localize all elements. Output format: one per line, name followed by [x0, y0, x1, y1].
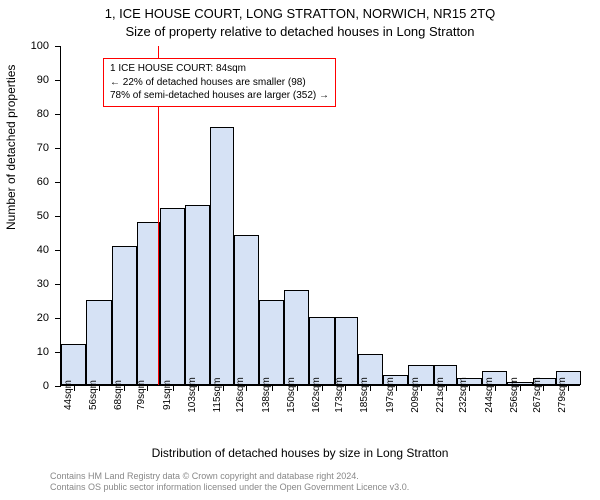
xtick-label: 244sqm — [484, 377, 495, 413]
ytick-mark — [55, 284, 61, 285]
xtick-label: 267sqm — [532, 377, 543, 413]
histogram-bar — [234, 235, 259, 385]
plot-area: 010203040506070809010044sqm56sqm68sqm79s… — [60, 46, 580, 386]
xtick-mark — [469, 385, 470, 391]
annotation-line: ← 22% of detached houses are smaller (98… — [110, 76, 329, 90]
ytick-mark — [55, 318, 61, 319]
chart-title: 1, ICE HOUSE COURT, LONG STRATTON, NORWI… — [0, 6, 600, 21]
xtick-label: 185sqm — [359, 377, 370, 413]
histogram-bar — [210, 127, 233, 385]
ytick-mark — [55, 148, 61, 149]
xtick-label: 79sqm — [136, 380, 147, 410]
xtick-mark — [99, 385, 100, 391]
ytick-label: 100 — [31, 40, 49, 52]
xtick-label: 150sqm — [286, 377, 297, 413]
ytick-label: 10 — [37, 346, 49, 358]
xtick-mark — [543, 385, 544, 391]
xtick-mark — [147, 385, 148, 391]
xtick-mark — [446, 385, 447, 391]
ytick-mark — [55, 46, 61, 47]
xtick-label: 138sqm — [261, 377, 272, 413]
ytick-mark — [55, 114, 61, 115]
xtick-label: 232sqm — [458, 377, 469, 413]
histogram-bar — [112, 246, 137, 385]
histogram-bar — [284, 290, 309, 385]
xtick-mark — [421, 385, 422, 391]
ytick-label: 50 — [37, 210, 49, 222]
xtick-label: 221sqm — [435, 377, 446, 413]
ytick-mark — [55, 386, 61, 387]
ytick-label: 90 — [37, 74, 49, 86]
histogram-bar — [137, 222, 160, 385]
annotation-line: 78% of semi-detached houses are larger (… — [110, 89, 329, 103]
ytick-label: 20 — [37, 312, 49, 324]
ytick-label: 80 — [37, 108, 49, 120]
ytick-label: 40 — [37, 244, 49, 256]
histogram-bar — [61, 344, 86, 385]
chart-subtitle: Size of property relative to detached ho… — [0, 24, 600, 39]
ytick-label: 0 — [43, 380, 49, 392]
xtick-mark — [246, 385, 247, 391]
xtick-label: 44sqm — [63, 380, 74, 410]
histogram-bar — [259, 300, 284, 385]
ytick-label: 70 — [37, 142, 49, 154]
xtick-label: 256sqm — [509, 377, 520, 413]
xtick-mark — [124, 385, 125, 391]
ytick-mark — [55, 80, 61, 81]
xtick-mark — [568, 385, 569, 391]
xtick-label: 56sqm — [88, 380, 99, 410]
xtick-label: 162sqm — [311, 377, 322, 413]
footer-line-1: Contains HM Land Registry data © Crown c… — [50, 471, 409, 483]
xtick-label: 197sqm — [385, 377, 396, 413]
annotation-box: 1 ICE HOUSE COURT: 84sqm← 22% of detache… — [103, 58, 336, 107]
xtick-label: 115sqm — [212, 378, 223, 413]
footer-line-2: Contains OS public sector information li… — [50, 482, 409, 494]
ytick-mark — [55, 216, 61, 217]
annotation-line: 1 ICE HOUSE COURT: 84sqm — [110, 62, 329, 76]
xtick-label: 68sqm — [113, 380, 124, 410]
footer-attribution: Contains HM Land Registry data © Crown c… — [50, 471, 409, 494]
ytick-label: 60 — [37, 176, 49, 188]
xtick-mark — [520, 385, 521, 391]
x-axis-label: Distribution of detached houses by size … — [0, 446, 600, 460]
histogram-bar — [335, 317, 358, 385]
xtick-mark — [370, 385, 371, 391]
xtick-mark — [223, 385, 224, 391]
ytick-mark — [55, 182, 61, 183]
y-axis-label: Number of detached properties — [4, 65, 18, 230]
histogram-bar — [185, 205, 210, 385]
plot-inner: 010203040506070809010044sqm56sqm68sqm79s… — [60, 46, 580, 386]
xtick-label: 91sqm — [162, 380, 173, 410]
histogram-bar — [309, 317, 334, 385]
ytick-mark — [55, 250, 61, 251]
ytick-label: 30 — [37, 278, 49, 290]
xtick-label: 209sqm — [410, 377, 421, 413]
xtick-label: 126sqm — [235, 377, 246, 413]
xtick-label: 103sqm — [187, 377, 198, 413]
xtick-mark — [345, 385, 346, 391]
chart-container: 1, ICE HOUSE COURT, LONG STRATTON, NORWI… — [0, 0, 600, 500]
xtick-mark — [322, 385, 323, 391]
histogram-bar — [86, 300, 111, 385]
xtick-label: 173sqm — [334, 377, 345, 413]
xtick-label: 279sqm — [557, 377, 568, 413]
histogram-bar — [160, 208, 185, 385]
